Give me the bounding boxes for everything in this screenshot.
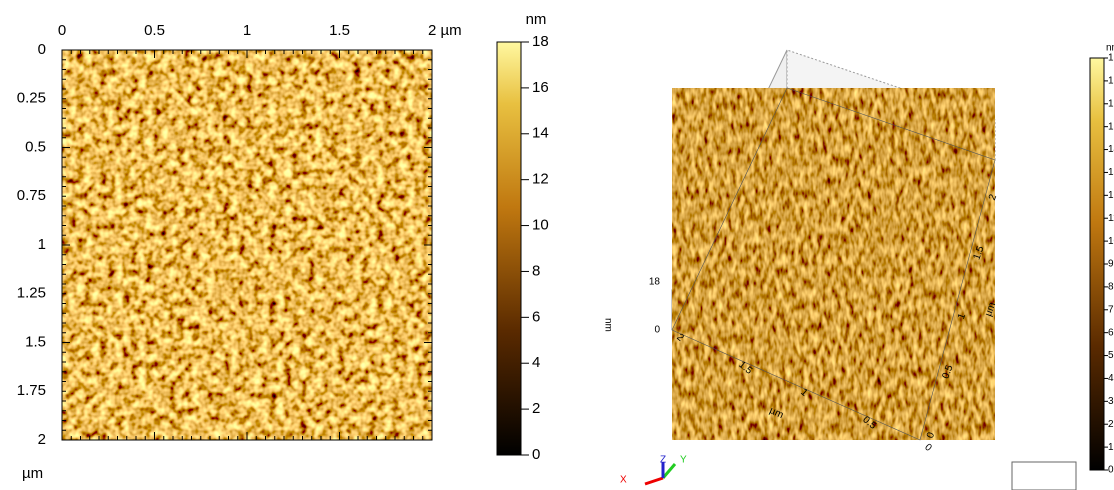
- colorbar-3d-tick-label: 2: [1108, 419, 1114, 430]
- side-tick-label: 0.5: [940, 363, 955, 380]
- x-tick-label: 0.5: [144, 22, 165, 39]
- side-tick-label: 1: [956, 312, 968, 321]
- y-tick-label: 1.75: [17, 382, 46, 399]
- y-axis-icon: [661, 463, 677, 479]
- colorbar-3d-tick-label: 13: [1108, 167, 1114, 178]
- height-map: [62, 50, 432, 440]
- colorbar-3d-tick-label: 9: [1108, 259, 1114, 270]
- colorbar: [496, 41, 522, 456]
- colorbar-3d-tick-label: 1: [1108, 442, 1114, 453]
- y-tick-label: 0.25: [17, 90, 46, 107]
- colorbar-3d-tick-label: 17: [1108, 76, 1114, 87]
- x-tick-label: 2 µm: [428, 22, 462, 39]
- colorbar-unit: nm: [526, 11, 547, 28]
- colorbar-3d-tick-label: 10: [1108, 236, 1114, 247]
- front-tick-label: 0: [922, 442, 934, 454]
- colorbar-3d-tick-label: 8: [1108, 282, 1114, 293]
- side-unit: µm: [983, 301, 998, 318]
- y-tick-label: 0.75: [17, 187, 46, 204]
- colorbar-3d: [1089, 57, 1105, 471]
- x-tick-label: 1: [243, 22, 251, 39]
- axis-icon-label: Z: [660, 455, 666, 466]
- map-ticks: 0 0.5 1 1.5 2 µm 0 0.25 0.5 0.75 1 1.25 1.5 1.75 2 0 2 4…: [17, 22, 549, 463]
- x-tick-label: 1.5: [329, 22, 350, 39]
- colorbar-tick-label: 16: [532, 79, 549, 96]
- y-tick-label: 1: [38, 236, 46, 253]
- colorbar-tick-label: 8: [532, 262, 540, 279]
- side-tick-label: 0: [925, 431, 937, 440]
- colorbar-tick-label: 4: [532, 354, 540, 371]
- x-tick-label: 0: [58, 22, 66, 39]
- colorbar-3d-tick-label: 15: [1108, 121, 1114, 132]
- surface-edge: [671, 87, 996, 441]
- colorbar-3d-tick-label: 14: [1108, 144, 1114, 155]
- colorbar-3d-unit: nm: [1106, 43, 1114, 54]
- colorbar-tick-label: 2: [532, 400, 540, 417]
- colorbar-3d-tick-label: 11: [1108, 213, 1114, 224]
- z-tick-label: 0: [654, 325, 660, 336]
- colorbar-3d-tick-label: 5: [1108, 350, 1114, 361]
- colorbar-tick-label: 12: [532, 171, 549, 188]
- y-tick-label: 0: [38, 41, 46, 58]
- front-tick-label: 1: [798, 387, 810, 399]
- y-tick-label: 0.5: [25, 138, 46, 155]
- z-unit: nm: [602, 318, 613, 332]
- front-unit: µm: [768, 405, 785, 421]
- colorbar-3d-tick-label: 12: [1108, 190, 1114, 201]
- colorbar-3d-tick-label: 7: [1108, 304, 1114, 315]
- axis-icon-label: Y: [680, 455, 687, 466]
- x-axis-icon: [644, 476, 664, 486]
- colorbar-3d-tick-label: 0: [1108, 465, 1114, 476]
- colorbar-tick-label: 10: [532, 217, 549, 234]
- colorbar-tick-label: 0: [532, 446, 540, 463]
- y-tick-label: 1.25: [17, 285, 46, 302]
- front-tick-label: 2: [674, 332, 686, 344]
- axis-icon-label: X: [620, 475, 627, 486]
- colorbar-tick-label: 18: [532, 33, 549, 50]
- colorbar-3d-tick-label: 16: [1108, 98, 1114, 109]
- y-tick-label: 1.5: [25, 333, 46, 350]
- colorbar-3d-tick-label: 18: [1108, 53, 1114, 64]
- y-unit: µm: [22, 465, 43, 482]
- z-tick-label: 18: [649, 277, 661, 288]
- info-box: [1011, 461, 1077, 490]
- colorbar-tick-label: 14: [532, 125, 549, 142]
- surface-3d: [672, 88, 995, 440]
- y-tick-label: 2: [38, 431, 46, 448]
- back-wall-right: [786, 49, 996, 161]
- colorbar-tick-label: 6: [532, 308, 540, 325]
- colorbar-3d-tick-label: 4: [1108, 373, 1114, 384]
- side-tick-label: 1.5: [971, 244, 986, 261]
- side-tick-label: 2: [987, 193, 999, 202]
- colorbar-3d-tick-label: 6: [1108, 327, 1114, 338]
- colorbar-3d-tick-label: 3: [1108, 396, 1114, 407]
